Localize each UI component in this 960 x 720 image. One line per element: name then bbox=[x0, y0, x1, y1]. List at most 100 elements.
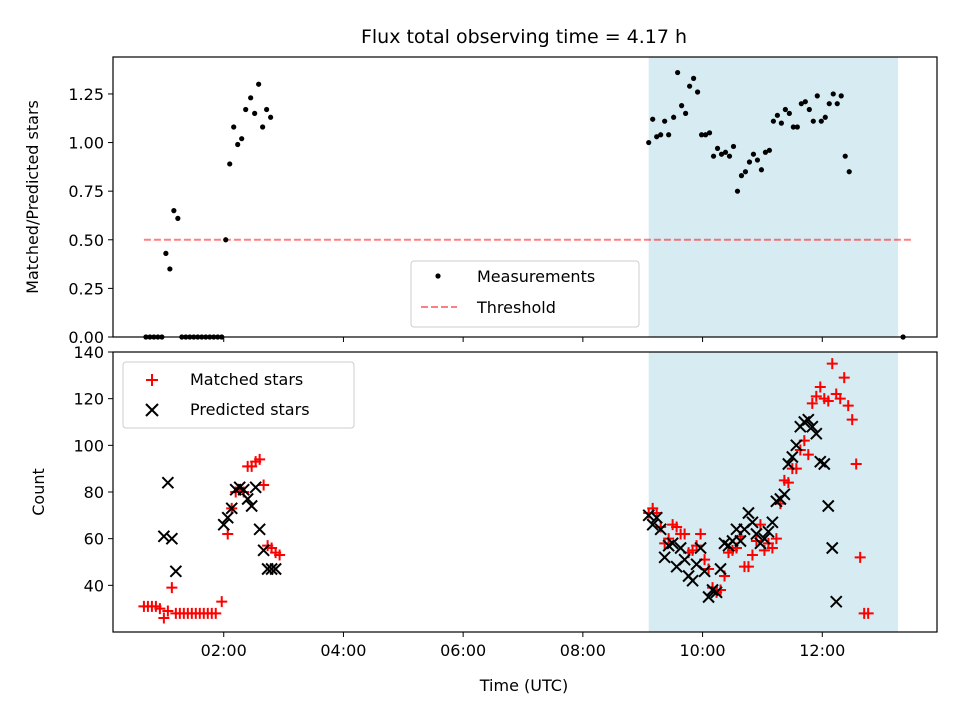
observing-span bbox=[648, 352, 899, 632]
y-tick-label: 0.50 bbox=[68, 231, 104, 250]
measurement-point bbox=[243, 106, 249, 113]
panel-count: 40 60 80 100 120 140 02:00 04:00 06:00 08:00 10:0… bbox=[29, 343, 938, 695]
predicted-star-point bbox=[269, 562, 282, 576]
predicted-star-point bbox=[782, 457, 795, 471]
x-axis-label: Time (UTC) bbox=[479, 676, 568, 695]
legend-label-matched: Matched stars bbox=[190, 370, 303, 389]
matched-star-point bbox=[802, 449, 814, 461]
legend-label-threshold: Threshold bbox=[476, 298, 556, 317]
measurement-point bbox=[235, 141, 241, 148]
measurement-point bbox=[654, 134, 660, 140]
predicted-star-point bbox=[742, 506, 755, 520]
measurement-point bbox=[762, 149, 769, 155]
measurement-point bbox=[814, 93, 820, 99]
matched-star-point bbox=[770, 533, 782, 545]
predicted-star-point bbox=[245, 499, 258, 513]
y-tick-label: 100 bbox=[73, 436, 104, 455]
measurement-point bbox=[714, 145, 721, 151]
measurement-point bbox=[683, 110, 689, 116]
predicted-star-point bbox=[157, 530, 171, 543]
matched-star-point bbox=[222, 528, 234, 540]
measurement-point bbox=[738, 173, 745, 179]
matched-star-point bbox=[258, 479, 270, 491]
measurement-point bbox=[650, 116, 656, 122]
matched-star-point bbox=[274, 549, 286, 561]
y-tick-label: 0.75 bbox=[68, 182, 104, 201]
matched-star-point bbox=[834, 393, 846, 405]
predicted-star-point bbox=[734, 534, 747, 548]
predicted-star-point bbox=[654, 523, 667, 536]
matched-star-point bbox=[806, 397, 818, 409]
matched-star-point bbox=[854, 551, 866, 563]
measurement-point bbox=[746, 159, 753, 165]
matched-star-point bbox=[158, 612, 170, 624]
measurement-point bbox=[786, 110, 792, 116]
panel-ratio: 0.00 0.25 0.50 0.75 1.00 1.25 Matched/Predict… bbox=[23, 56, 938, 347]
matched-star-point bbox=[862, 607, 874, 619]
matched-star-point bbox=[703, 563, 715, 575]
measurement-point bbox=[818, 118, 824, 124]
predicted-star-point bbox=[674, 541, 687, 555]
x-tick-label: 08:00 bbox=[560, 641, 606, 660]
matched-star-point bbox=[154, 603, 166, 615]
predicted-star-point bbox=[217, 518, 230, 531]
predicted-star-point bbox=[790, 439, 803, 452]
matched-star-point bbox=[754, 519, 766, 531]
measurement-point bbox=[671, 114, 677, 120]
matched-star-point bbox=[742, 561, 754, 573]
measurement-point bbox=[770, 118, 776, 124]
measurement-point bbox=[666, 132, 672, 138]
y-axis-label-bottom: Count bbox=[29, 468, 48, 516]
matched-star-point bbox=[166, 582, 178, 594]
matched-star-point bbox=[766, 542, 778, 554]
predicted-star-point bbox=[225, 502, 238, 515]
chart-title: Flux total observing time = 4.17 h bbox=[361, 26, 687, 48]
measurement-point bbox=[248, 95, 254, 101]
measurement-point bbox=[790, 124, 796, 130]
predicted-star-point bbox=[830, 595, 843, 608]
measurement-point bbox=[675, 69, 681, 76]
predicted-star-point bbox=[758, 532, 771, 545]
measurement-point bbox=[826, 101, 832, 107]
predicted-star-point bbox=[686, 574, 699, 587]
y-tick-label: 80 bbox=[84, 483, 104, 502]
x-tick-label: 04:00 bbox=[320, 641, 366, 660]
measurement-point bbox=[754, 157, 761, 163]
measurement-point bbox=[268, 114, 274, 120]
predicted-star-point bbox=[826, 541, 839, 555]
matched-star-point bbox=[679, 528, 691, 540]
legend-top: Measurements Threshold bbox=[410, 260, 640, 328]
measurement-point bbox=[231, 124, 237, 130]
y-tick-label: 140 bbox=[73, 343, 104, 362]
measurement-point bbox=[252, 110, 258, 116]
measurement-point bbox=[223, 237, 229, 243]
predicted-star-point bbox=[221, 511, 234, 524]
measurement-point bbox=[256, 81, 262, 87]
matched-star-point bbox=[254, 453, 266, 465]
measurement-point bbox=[167, 266, 173, 272]
predicted-star-point bbox=[750, 527, 763, 541]
matched-star-point bbox=[822, 395, 834, 407]
measurement-point bbox=[778, 120, 784, 126]
legend-bottom: Matched stars Predicted stars bbox=[122, 361, 355, 429]
predicted-star-point bbox=[658, 551, 671, 564]
matched-star-point bbox=[691, 540, 703, 552]
predicted-star-point bbox=[822, 499, 835, 513]
measurement-point bbox=[706, 130, 713, 136]
y-tick-label: 40 bbox=[84, 576, 104, 595]
measurement-point bbox=[766, 147, 773, 153]
measurement-point bbox=[694, 89, 701, 95]
measurement-point bbox=[679, 103, 685, 109]
legend-marker-predicted bbox=[145, 403, 159, 417]
legend-marker-measurements bbox=[435, 273, 441, 279]
measurement-point bbox=[726, 153, 733, 159]
measurement-point bbox=[227, 161, 233, 167]
predicted-star-point bbox=[698, 565, 711, 578]
predicted-star-point bbox=[650, 511, 663, 524]
measurement-point bbox=[702, 132, 709, 138]
measurement-point bbox=[822, 114, 828, 120]
matched-star-point bbox=[846, 414, 858, 426]
matched-star-point bbox=[810, 390, 822, 402]
measurement-point bbox=[698, 132, 705, 138]
measurement-point bbox=[710, 153, 717, 159]
